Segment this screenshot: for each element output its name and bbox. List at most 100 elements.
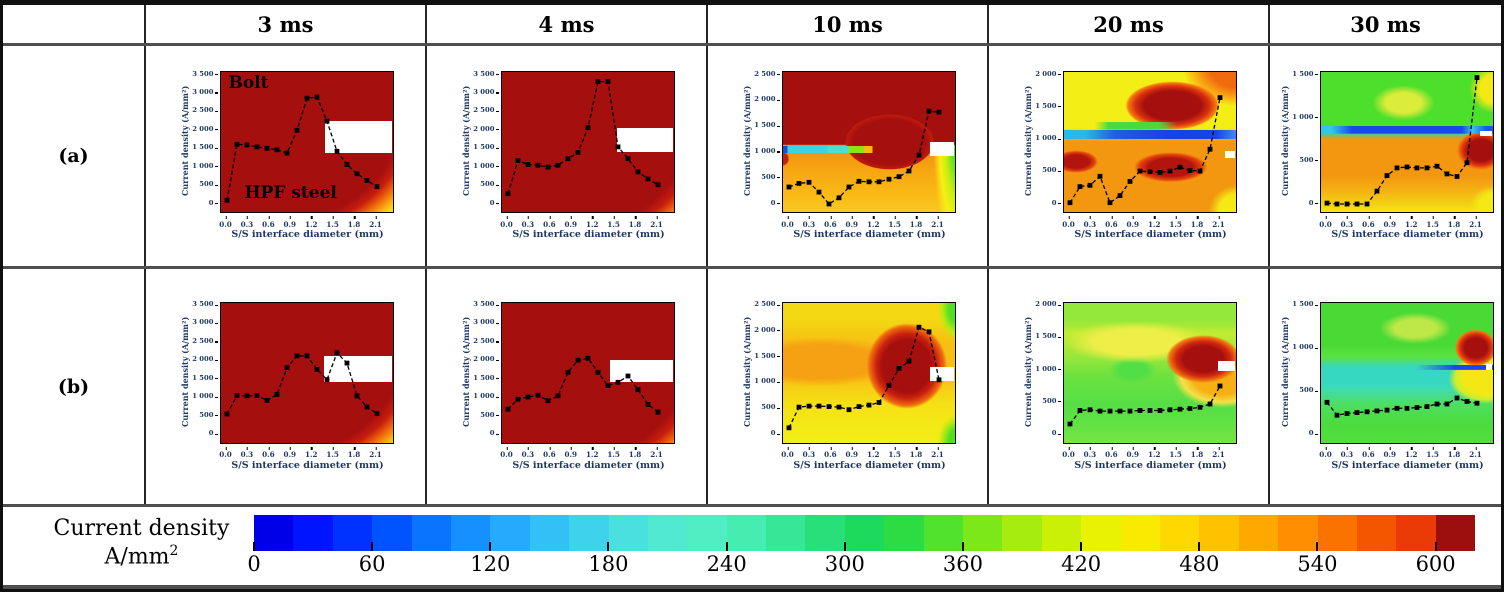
chart-cell-a-20ms: Current density (A/mm²) 0 500 1 000 1 500 2 0… <box>989 46 1270 266</box>
y-tick-label: 3 000 <box>473 87 499 96</box>
colorbar-tick-label: 480 <box>1179 552 1220 576</box>
chart-cell-a-3ms: Current density (A/mm²) 0 500 1 000 1 500 2 0… <box>146 46 427 266</box>
chart-cell-b-20ms: Current density (A/mm²) 0 500 1 000 1 500 2 0… <box>989 269 1270 504</box>
contour-plot <box>1062 71 1237 213</box>
x-tick-label: 0.9 <box>1383 216 1397 229</box>
x-tick-label: 0.9 <box>283 446 297 459</box>
x-axis-ticks: 0.0 0.3 0.6 0.9 1.2 1.5 1.8 2.1 <box>1319 216 1496 229</box>
x-axis-label: S/S interface diameter (mm) <box>1331 459 1484 471</box>
y-tick-label: 1 000 <box>473 392 499 401</box>
y-tick-label: 1 000 <box>1292 343 1318 351</box>
colorbar-row: Current density A/mm2 0 60 120 180 240 300 360… <box>3 507 1501 589</box>
colorbar-segment <box>1238 515 1279 551</box>
colorbar-tick-label: 300 <box>824 552 865 576</box>
colorbar-segment <box>1120 515 1160 551</box>
line-series <box>505 79 660 197</box>
y-tick-label: 3 000 <box>192 318 218 327</box>
colorbar-tick-mark <box>1316 542 1319 551</box>
colorbar-segment <box>529 515 570 551</box>
row-b: (b) Current density (A/mm²) 0 500 1 000 1 50… <box>3 269 1501 507</box>
y-tick-label: 2 000 <box>754 325 780 334</box>
y-tick-label: 1 500 <box>1035 332 1061 341</box>
x-tick-label: 2.1 <box>369 216 382 229</box>
y-tick-label: 0 <box>1051 198 1061 207</box>
y-tick-label: 1 000 <box>192 161 218 170</box>
x-tick-label: 1.5 <box>326 216 339 229</box>
y-tick-label: 1 000 <box>1035 364 1061 373</box>
contour-plot <box>500 71 675 213</box>
x-tick-label: 1.2 <box>585 216 599 229</box>
subplot-b-3: Current density (A/mm²) 0 500 1 000 1 500 2 0… <box>179 298 394 476</box>
line-series <box>786 108 941 207</box>
contour-plot <box>1062 301 1237 444</box>
x-tick-label: 1.2 <box>585 446 599 459</box>
colorbar-segment <box>687 515 727 551</box>
y-tick-label: 1 500 <box>1035 101 1061 110</box>
colorbar-tick-mark <box>961 542 964 551</box>
x-axis-ticks: 0.0 0.3 0.6 0.9 1.2 1.5 1.8 2.1 <box>1062 216 1239 229</box>
colorbar-tick-mark <box>607 542 610 551</box>
x-axis-label: S/S interface diameter (mm) <box>512 229 665 240</box>
x-tick-label: 2.1 <box>369 446 382 459</box>
x-tick-label: 0.9 <box>564 216 578 229</box>
colorbar-segment <box>1081 515 1121 551</box>
x-tick-label: 0.6 <box>824 216 837 229</box>
y-axis-label: Current density (A/mm²) <box>1022 85 1033 197</box>
colorbar-tick-label: 120 <box>470 552 511 576</box>
colorbar-segment <box>608 515 648 551</box>
y-axis-label: Current density (A/mm²) <box>741 316 752 427</box>
x-tick-label: 2.1 <box>1212 446 1225 459</box>
chart-cell-a-10ms: Current density (A/mm²) 0 500 1 000 1 500 2 0… <box>708 46 989 266</box>
y-tick-label: 0 <box>770 429 780 437</box>
x-axis-label: S/S interface diameter (mm) <box>1074 459 1227 471</box>
x-tick-label: 0.3 <box>1340 216 1354 229</box>
x-tick-label: 0.9 <box>1126 446 1140 459</box>
y-tick-label: 500 <box>1042 166 1061 175</box>
x-tick-label: 0.0 <box>500 446 513 459</box>
x-tick-label: 1.5 <box>1426 446 1439 459</box>
x-axis-label: S/S interface diameter (mm) <box>1331 229 1484 240</box>
y-tick-label: 3 500 <box>192 300 218 308</box>
y-tick-label: 0 <box>208 429 218 437</box>
x-axis-label: S/S interface diameter (mm) <box>793 229 946 240</box>
colorbar-tick-mark <box>725 542 728 551</box>
colorbar-gradient <box>254 515 1476 551</box>
line-series <box>1324 395 1479 418</box>
white-gap-region <box>325 121 393 154</box>
y-axis-label: Current density (A/mm²) <box>741 85 752 197</box>
y-tick-label: 0 <box>208 198 218 207</box>
x-tick-label: 1.8 <box>1447 446 1461 459</box>
colorbar-title-line2: A/mm2 <box>104 542 179 570</box>
line-series <box>1324 75 1479 207</box>
colorbar: 0 60 120 180 240 300 360 420 480 540 600 <box>247 515 1476 581</box>
y-tick-label: 0 <box>1308 429 1318 437</box>
y-tick-label: 1 500 <box>754 351 780 360</box>
colorbar-segment <box>569 515 609 551</box>
y-axis-ticks: 0 500 1 000 1 500 2 000 2 500 3 000 3 500 <box>191 70 218 211</box>
y-tick-label: 2 500 <box>192 106 218 115</box>
y-tick-label: 3 000 <box>473 318 499 327</box>
chart-cell-a-30ms: Current density (A/mm²) 0 500 1 000 1 500 0.0… <box>1270 46 1501 266</box>
white-gap-region <box>616 128 674 152</box>
x-axis-ticks: 0.0 0.3 0.6 0.9 1.2 1.5 1.8 2.1 <box>1319 446 1496 459</box>
x-axis-ticks: 0.0 0.3 0.6 0.9 1.2 1.5 1.8 2.1 <box>500 446 677 459</box>
x-tick-label: 1.8 <box>909 216 923 229</box>
y-tick-label: 2 000 <box>1035 300 1061 308</box>
x-tick-label: 0.0 <box>1319 216 1332 229</box>
line-series <box>224 349 379 416</box>
x-tick-label: 0.0 <box>219 216 232 229</box>
x-tick-label: 1.2 <box>1147 216 1161 229</box>
y-tick-label: 1 500 <box>754 121 780 130</box>
x-tick-label: 1.5 <box>888 216 901 229</box>
y-tick-label: 1 000 <box>473 161 499 170</box>
y-axis-ticks: 0 500 1 000 1 500 <box>1291 70 1318 211</box>
colorbar-segment <box>1317 515 1357 551</box>
x-tick-label: 1.2 <box>866 446 880 459</box>
y-axis-ticks: 0 500 1 000 1 500 <box>1291 301 1318 442</box>
colorbar-tick-mark <box>371 542 374 551</box>
x-tick-label: 0.0 <box>1062 446 1075 459</box>
x-tick-label: 1.5 <box>1169 216 1182 229</box>
contour-plot <box>500 301 675 444</box>
y-axis-ticks: 0 500 1 000 1 500 2 000 2 500 3 000 3 500 <box>472 70 499 211</box>
